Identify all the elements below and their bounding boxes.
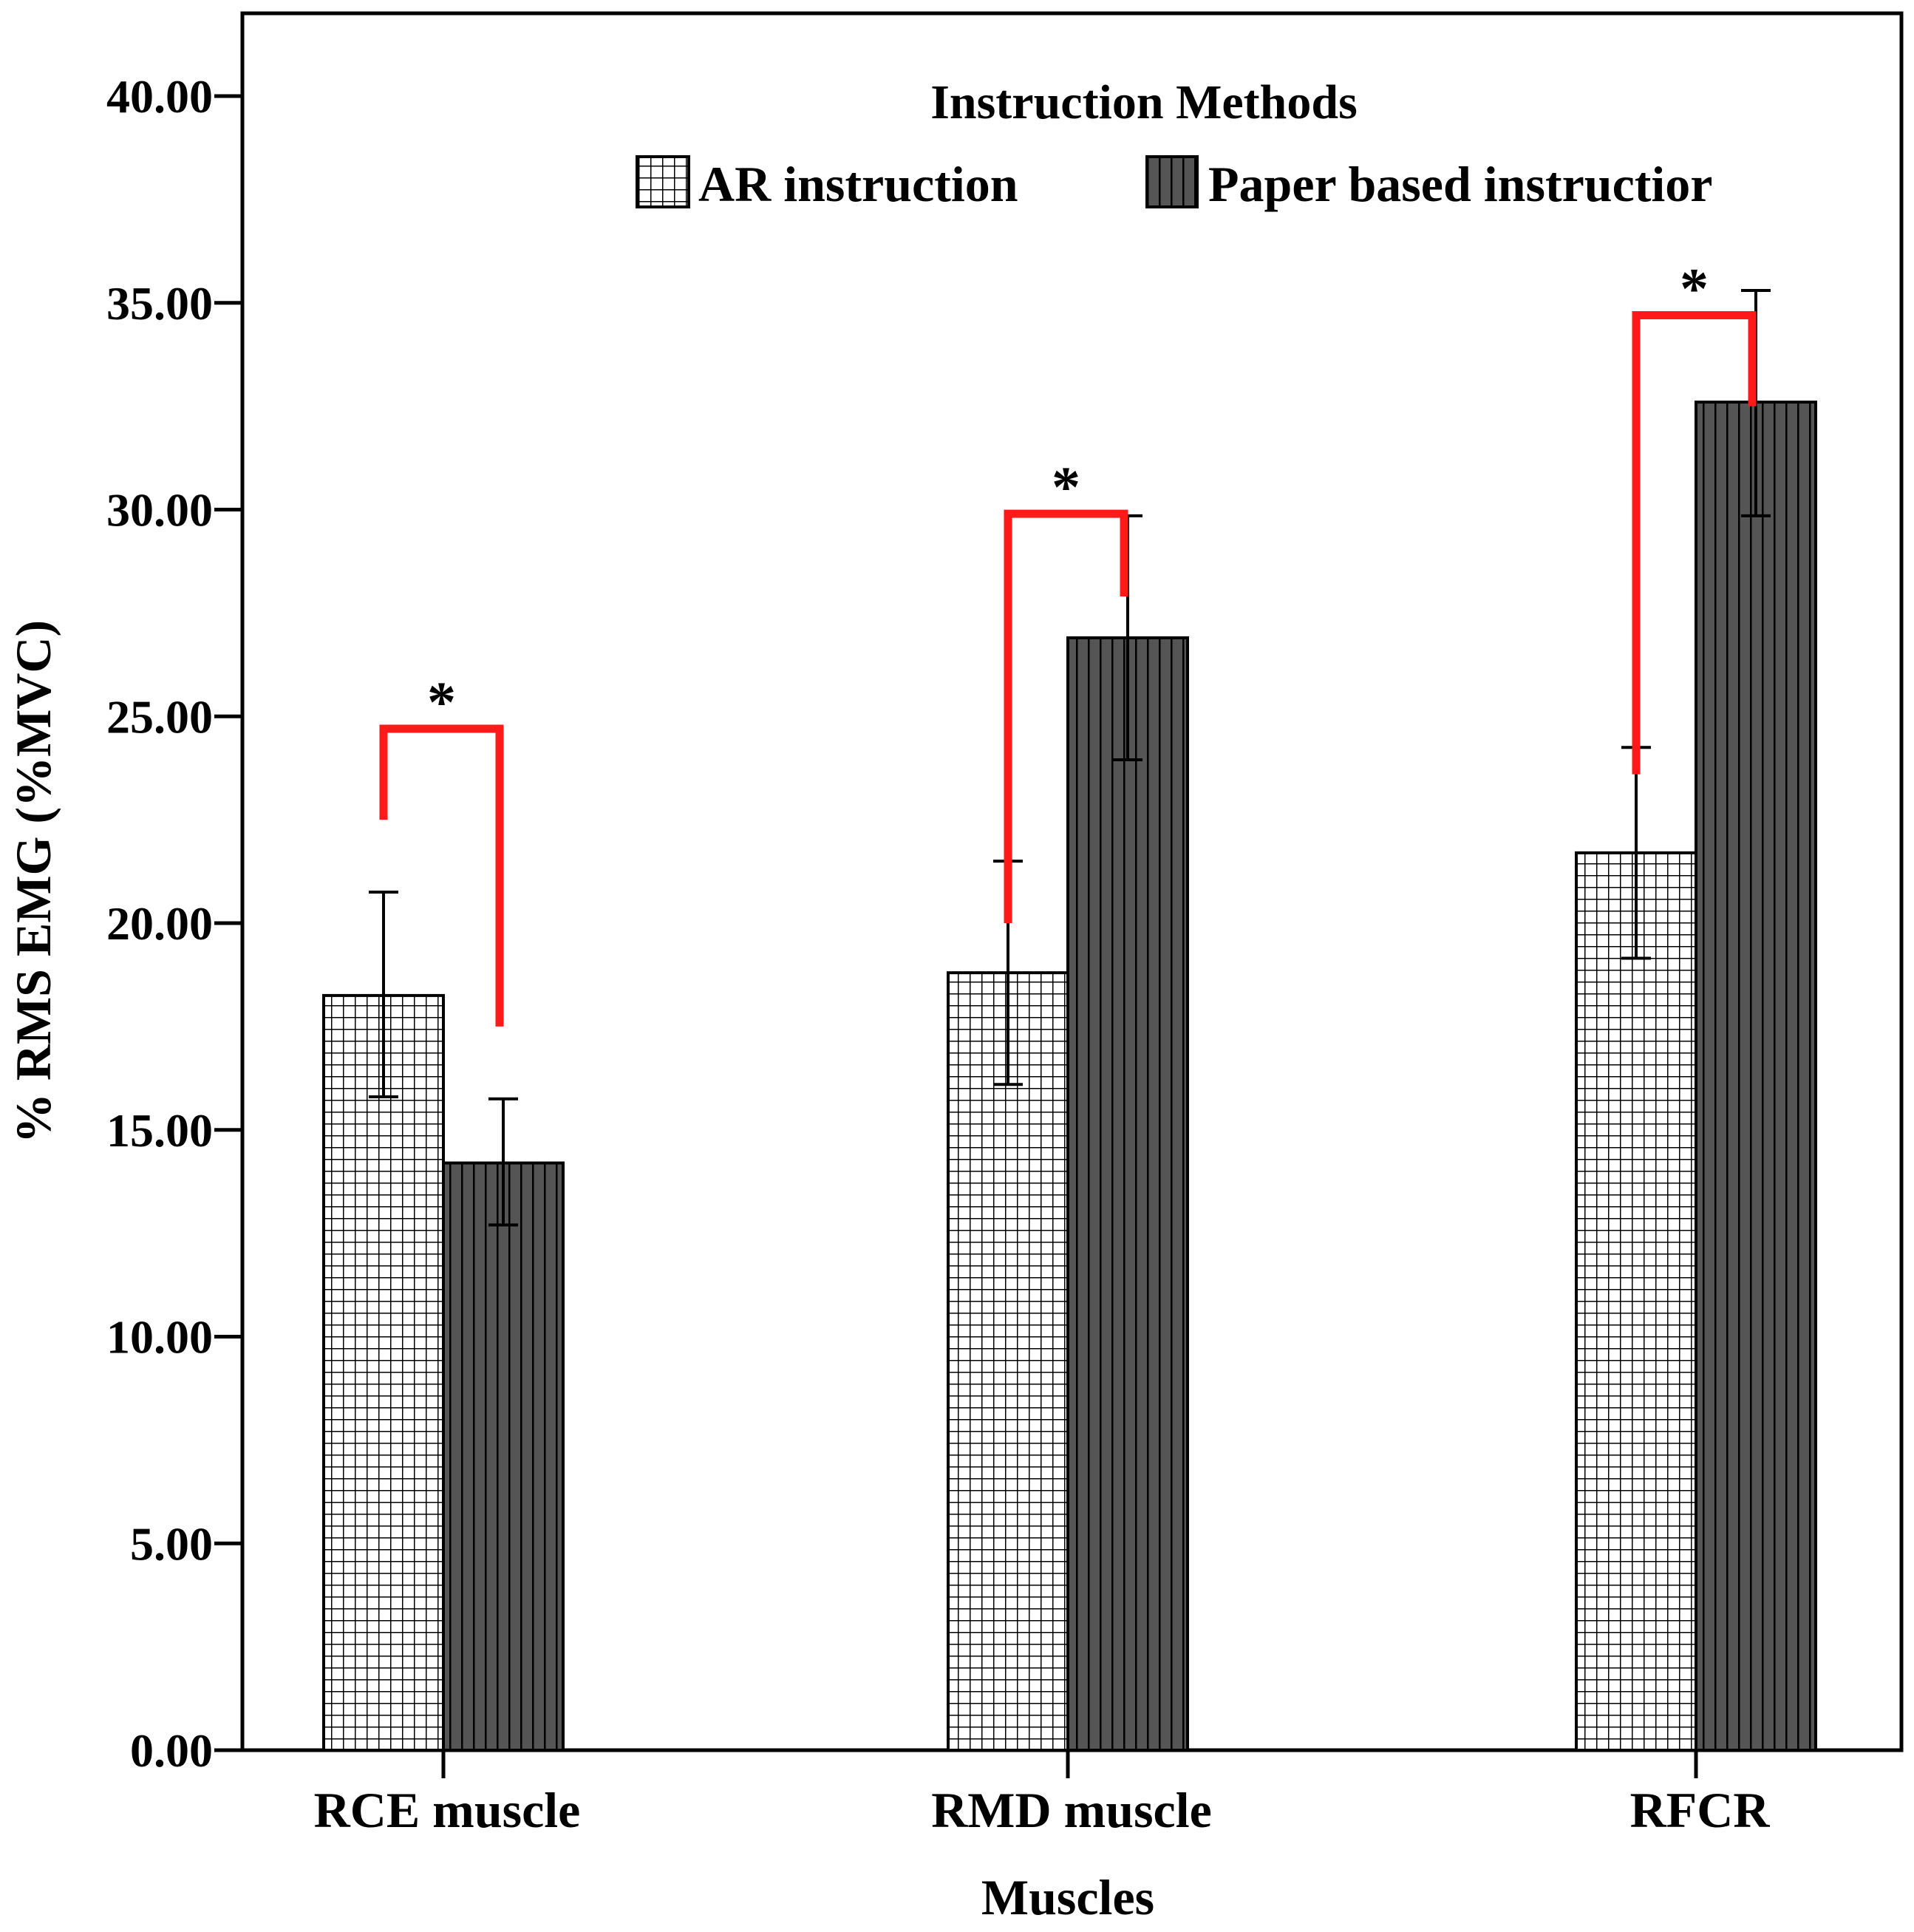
legend: Instruction Methods AR instruction Paper… <box>636 75 1713 212</box>
y-tick-label: 25.00 <box>106 690 213 743</box>
y-tick-label: 5.00 <box>130 1517 213 1570</box>
y-tick-label: 0.00 <box>130 1724 213 1777</box>
y-tick-label: 40.00 <box>106 70 213 123</box>
bars-group <box>322 401 1817 1752</box>
x-tick-label: RMD muscle <box>931 1782 1212 1838</box>
significance-bracket <box>1632 311 1757 775</box>
legend-swatch-paper <box>1145 155 1199 208</box>
legend-label-paper: Paper based instructior <box>1208 156 1713 212</box>
legend-swatch-ar <box>636 155 690 208</box>
bar-ar <box>1575 851 1697 1752</box>
y-tick-label: 10.00 <box>106 1311 213 1364</box>
x-axis: RCE muscle RMD muscle RFCR <box>314 1750 1771 1838</box>
significance-star: * <box>1680 256 1709 321</box>
significance-star: * <box>1052 455 1080 519</box>
x-tick-label: RFCR <box>1630 1782 1771 1838</box>
y-tick-label: 30.00 <box>106 484 213 537</box>
y-axis-title: % RMS EMG (%MVC) <box>5 620 61 1143</box>
bar-paper <box>1695 401 1817 1752</box>
y-tick-label: 15.00 <box>106 1104 213 1157</box>
x-axis-title: Muscles <box>981 1869 1154 1925</box>
y-axis: 0.00 5.00 10.00 15.00 20.00 25.00 30.00 35.00 40… <box>106 70 242 1777</box>
legend-label-clip: Paper based instructior <box>1208 156 1713 212</box>
y-tick-label: 20.00 <box>106 897 213 950</box>
legend-label-ar: AR instruction <box>698 156 1018 212</box>
significance-star: * <box>427 670 456 734</box>
x-tick-label: RCE muscle <box>314 1782 581 1838</box>
bar-paper <box>442 1161 565 1752</box>
legend-title: Instruction Methods <box>930 75 1358 129</box>
bar-ar <box>947 971 1069 1752</box>
significance-bracket <box>1004 509 1128 923</box>
significance-bracket <box>379 724 504 1027</box>
significance-group: * * * <box>379 256 1757 1027</box>
y-tick-label: 35.00 <box>106 277 213 330</box>
bar-paper <box>1066 636 1189 1752</box>
bar-ar <box>322 993 445 1752</box>
